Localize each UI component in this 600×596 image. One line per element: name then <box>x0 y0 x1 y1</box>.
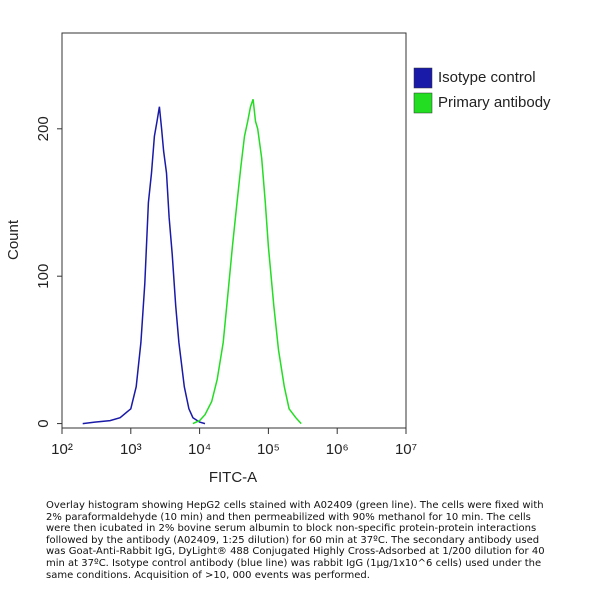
histogram-line <box>192 99 302 425</box>
x-axis-label: FITC-A <box>209 469 257 486</box>
histogram-line <box>82 106 206 425</box>
y-axis-label: Count <box>5 219 22 260</box>
caption: Overlay histogram showing HepG2 cells st… <box>46 500 545 581</box>
x-tick-label: 10⁷ <box>395 441 417 458</box>
x-tick-label: 10⁴ <box>188 441 211 458</box>
legend-label: Primary antibody <box>438 94 551 111</box>
legend-swatch <box>413 92 433 114</box>
legend-swatch <box>413 67 433 89</box>
x-tick-label: 10³ <box>120 441 142 458</box>
x-tick-label: 10⁵ <box>257 441 280 458</box>
plot-frame <box>61 32 407 429</box>
y-tick-label: 200 <box>35 116 52 141</box>
chart: FITC-A Count 0 100 200 10² 10³ 10⁴ 10⁵ 10⁶ 10⁷ Is… <box>5 32 551 486</box>
y-tick-label: 0 <box>35 419 52 427</box>
x-tick-label: 10⁶ <box>326 441 349 458</box>
x-tick-label: 10² <box>51 441 73 458</box>
y-tick-label: 100 <box>35 264 52 289</box>
legend-label: Isotype control <box>438 69 536 86</box>
